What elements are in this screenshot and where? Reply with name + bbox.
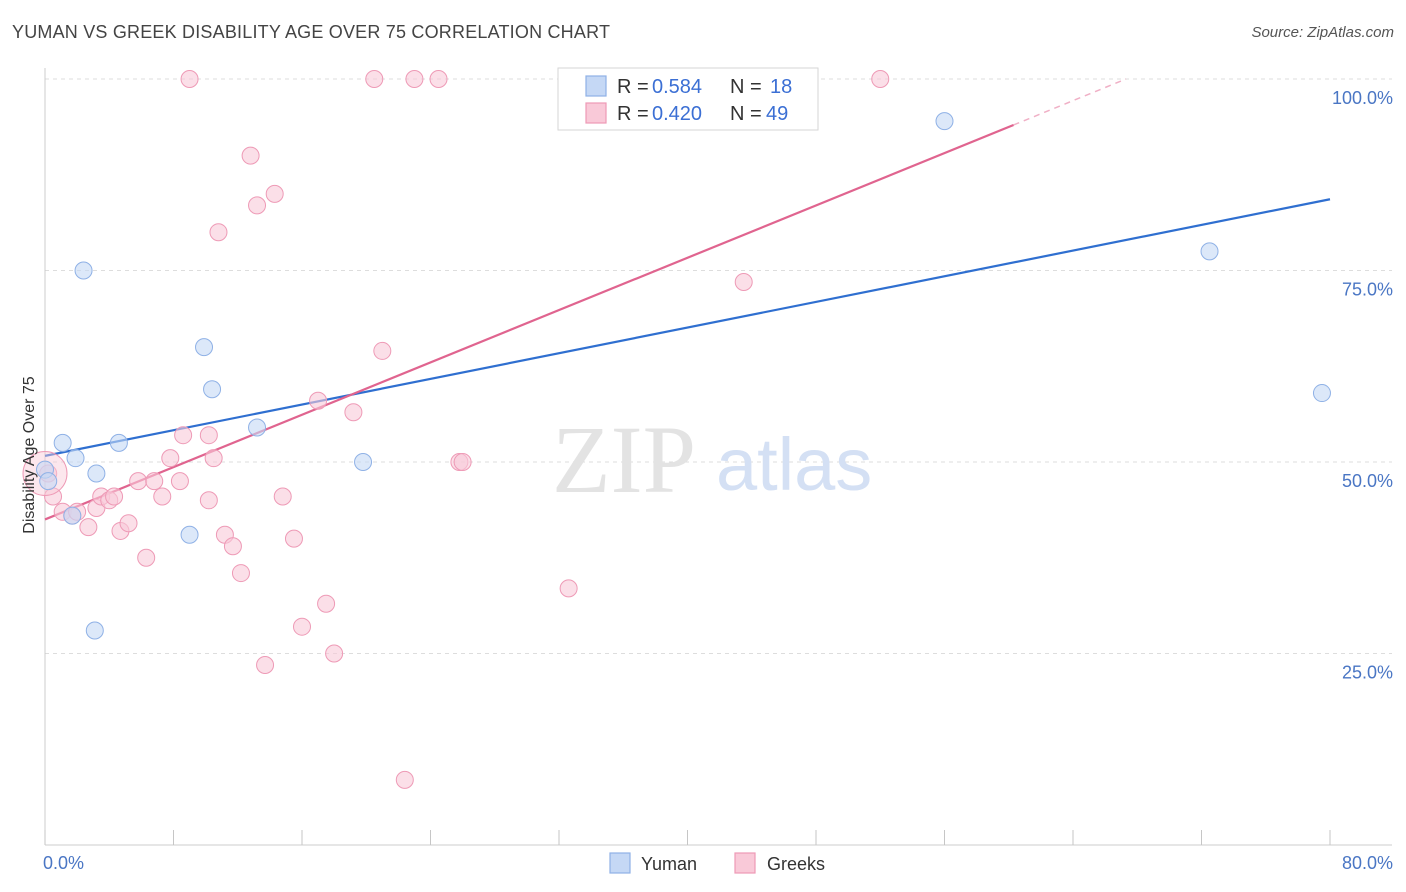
greeks-point-42 — [429, 70, 448, 88]
watermark-zip: ZIP — [552, 406, 696, 513]
legend-greeks-r-value: 0.420 — [652, 103, 702, 125]
greeks-point-28 — [248, 196, 267, 215]
yuman-point-13 — [354, 453, 373, 471]
greeks-point-18 — [174, 426, 193, 445]
yuman-point-11 — [203, 380, 222, 399]
greeks-point-25 — [223, 537, 242, 556]
greeks-point-22 — [204, 449, 223, 468]
legend-yuman-r-label: R = — [617, 76, 649, 98]
axes — [44, 68, 1392, 846]
y-tick-label-100: 100.0% — [1332, 88, 1393, 108]
tick-labels: 25.0% 50.0% 75.0% 100.0% 0.0% 80.0% — [43, 88, 1393, 873]
legend-greeks-n-label: N = — [730, 103, 762, 125]
greeks-point-36 — [325, 644, 344, 663]
y-tick-label-25: 25.0% — [1342, 663, 1393, 683]
legend-greeks-n-value: 49 — [766, 103, 788, 125]
data-points — [22, 70, 1331, 789]
greeks-point-47 — [871, 70, 890, 88]
y-tick-label-75: 75.0% — [1342, 280, 1393, 300]
grid-lines — [45, 78, 1392, 654]
yuman-point-3 — [63, 506, 82, 525]
greeks-point-31 — [273, 487, 292, 506]
legend-bottom-yuman-label: Yuman — [641, 854, 697, 874]
legend-bottom-yuman-swatch — [609, 852, 631, 874]
greeks-point-38 — [365, 70, 384, 88]
yuman-point-8 — [109, 433, 128, 452]
yuman-point-4 — [66, 449, 85, 468]
greeks-point-27 — [241, 146, 260, 165]
x-tick-label-max: 80.0% — [1342, 853, 1393, 873]
legend-bottom-greeks-label: Greeks — [767, 854, 825, 874]
yuman-point-2 — [53, 433, 72, 452]
greeks-point-40 — [395, 770, 414, 789]
greeks-point-21 — [199, 491, 218, 510]
legend-bottom-greeks-swatch — [734, 852, 756, 874]
greeks-point-17 — [170, 472, 189, 491]
greeks-point-12 — [129, 472, 148, 491]
legend-yuman-swatch — [585, 75, 607, 97]
greeks-point-14 — [145, 472, 164, 491]
greeks-point-35 — [317, 594, 336, 613]
greeks-point-46 — [734, 272, 753, 291]
greeks-point-26 — [231, 564, 250, 583]
chart-title: YUMAN VS GREEK DISABILITY AGE OVER 75 CO… — [12, 22, 611, 42]
greeks-point-30 — [265, 184, 284, 203]
greeks-point-45 — [559, 579, 578, 598]
greeks-point-44 — [453, 453, 472, 471]
greeks-point-41 — [405, 70, 424, 88]
greeks-point-19 — [180, 70, 199, 88]
greeks-point-23 — [209, 223, 228, 242]
x-tick-label-min: 0.0% — [43, 853, 84, 873]
yuman-point-7 — [87, 464, 106, 483]
legend-yuman-r-value: 0.584 — [652, 76, 702, 98]
yuman-point-6 — [85, 621, 104, 640]
greeks-point-11 — [119, 514, 138, 533]
greeks-point-34 — [309, 391, 328, 410]
greeks-point-39 — [373, 341, 392, 360]
greeks-point-32 — [284, 529, 303, 548]
y-axis-label: Disability Age Over 75 — [21, 376, 38, 534]
yuman-point-17 — [1312, 384, 1331, 403]
legend-yuman-n-label: N = — [730, 76, 762, 98]
greeks-point-13 — [137, 548, 156, 567]
y-tick-label-50: 50.0% — [1342, 471, 1393, 491]
yuman-point-12 — [248, 418, 267, 437]
legend-greeks-swatch — [585, 102, 607, 124]
yuman-point-1 — [39, 472, 58, 491]
greeks-point-15 — [153, 487, 172, 506]
legend-stats: R = 0.584 N = 18 R = 0.420 N = 49 — [557, 67, 819, 131]
yuman-point-9 — [180, 525, 199, 544]
greeks-point-5 — [79, 518, 98, 537]
yuman-point-15 — [935, 112, 954, 131]
watermark: ZIP atlas — [552, 406, 872, 513]
yuman-point-10 — [195, 338, 214, 357]
yuman-point-5 — [74, 261, 93, 280]
greeks-point-16 — [161, 449, 180, 468]
yuman-point-16 — [1200, 242, 1219, 261]
yuman-trend-line — [44, 198, 1331, 457]
legend-greeks-r-label: R = — [617, 103, 649, 125]
legend-series: Yuman Greeks — [609, 852, 825, 874]
legend-yuman-n-value: 18 — [770, 76, 792, 98]
greeks-point-9 — [105, 487, 124, 506]
greeks-point-29 — [256, 655, 275, 674]
greeks-point-20 — [199, 426, 218, 445]
source-label: Source: ZipAtlas.com — [1251, 24, 1394, 41]
greeks-trend-extension — [1013, 78, 1127, 126]
watermark-atlas: atlas — [716, 423, 872, 506]
greeks-point-37 — [344, 403, 363, 422]
greeks-point-33 — [293, 617, 311, 636]
